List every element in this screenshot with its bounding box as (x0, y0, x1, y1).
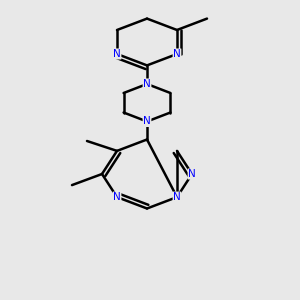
Text: N: N (143, 116, 151, 127)
Text: N: N (188, 169, 196, 179)
Text: N: N (143, 79, 151, 89)
Text: N: N (113, 49, 121, 59)
Text: N: N (173, 192, 181, 202)
Text: N: N (173, 49, 181, 59)
Text: N: N (113, 192, 121, 202)
